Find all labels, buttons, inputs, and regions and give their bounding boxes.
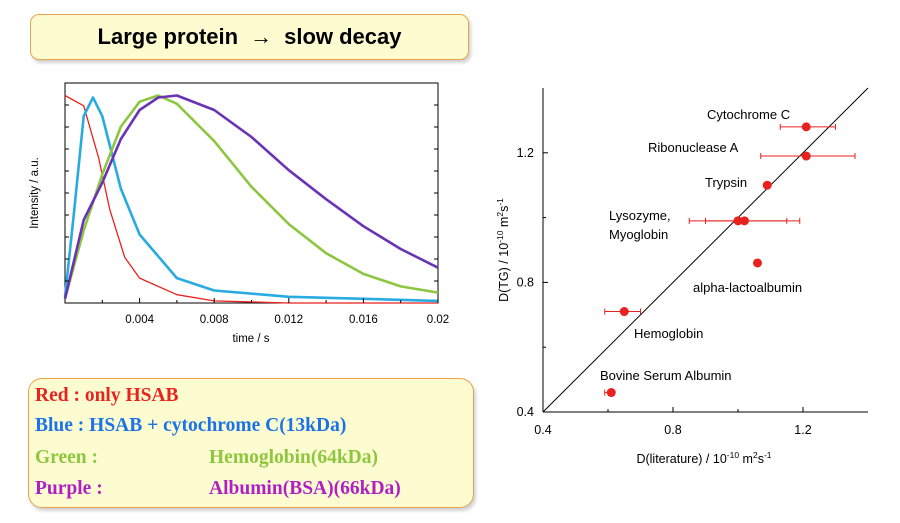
point-label: Ribonuclease A <box>648 140 739 155</box>
legend-red: Red : only HSAB <box>35 385 179 406</box>
scatter-x-tick-label: 0.8 <box>664 423 681 437</box>
decay-x-tick-label: 0.016 <box>349 314 378 326</box>
scatter-x-tick-label: 0.4 <box>534 423 551 437</box>
diffusion-scatter-chart: 0.4 0.8 1.2 0.4 0.8 1.2 Cytochrome C Ribonucle… <box>495 87 869 466</box>
scatter-point <box>619 307 629 317</box>
scatter-ticks: 0.4 0.8 1.2 0.4 0.8 1.2 <box>517 146 812 437</box>
arrow-icon: → <box>250 24 273 49</box>
decay-plot-frame <box>64 82 439 304</box>
decay-chart: 0.004 0.008 0.012 0.016 0.02 time / s Intens… <box>29 82 449 345</box>
title-banner: Large protein → slow decay <box>30 14 469 60</box>
scatter-y-tick-label: 0.8 <box>517 275 534 289</box>
scatter-diagonal-line <box>542 87 869 413</box>
decay-x-ticks: 0.004 0.008 0.012 0.016 0.02 <box>65 104 449 326</box>
decay-series-line <box>63 96 439 303</box>
decay-y-axis-label: Intensity / a.u. <box>29 157 41 229</box>
decay-x-tick-label: 0.012 <box>274 314 303 326</box>
point-label: Cytochrome C <box>707 107 790 122</box>
scatter-y-axis-label: D(TG) / 10-10 m2s-1 <box>495 198 511 302</box>
legend-purple: Purple : Albumin(BSA)(66kDa) <box>35 478 401 499</box>
scatter-point <box>801 122 811 132</box>
point-label: Myoglobin <box>609 227 668 242</box>
legend-blue: Blue : HSAB + cytochrome C(13kDa) <box>35 415 347 436</box>
scatter-point <box>801 151 811 161</box>
decay-x-tick-label: 0.008 <box>200 314 229 326</box>
title-right: slow decay <box>284 24 402 49</box>
scatter-y-tick-label: 0.4 <box>517 405 534 419</box>
point-label: Hemoglobin <box>634 326 703 341</box>
scatter-x-tick-label: 1.2 <box>794 423 811 437</box>
title-left: Large protein <box>97 24 239 49</box>
scatter-points: Cytochrome C Ribonuclease A Trypsin Lysozym… <box>600 107 856 398</box>
scatter-y-tick-label: 1.2 <box>517 146 534 160</box>
legend-box: Red : only HSAB Blue : HSAB + cytochrome… <box>28 378 474 508</box>
decay-x-axis-label: time / s <box>232 333 269 345</box>
point-label: alpha-lactoalbumin <box>693 280 802 295</box>
legend-green: Green : Hemoglobin(64kDa) <box>35 447 379 468</box>
point-label: Lysozyme, <box>609 208 671 223</box>
scatter-point <box>753 258 762 268</box>
svg-text:D(literature) / 10-10 m2s-1: D(literature) / 10-10 m2s-1 <box>636 450 771 466</box>
point-label: Trypsin <box>705 175 747 190</box>
decay-x-tick-label: 0.02 <box>427 314 449 326</box>
scatter-point <box>606 388 616 398</box>
scatter-point <box>740 216 749 226</box>
decay-x-tick-label: 0.004 <box>125 314 154 326</box>
scatter-x-axis-label: D(literature) / 10-10 m2s-1 <box>636 450 771 466</box>
decay-series-line <box>63 94 439 300</box>
point-label: Bovine Serum Albumin <box>600 368 732 383</box>
decay-series-line <box>63 94 439 300</box>
scatter-point <box>762 180 772 190</box>
svg-text:D(TG) / 10-10 m2s-1: D(TG) / 10-10 m2s-1 <box>495 198 511 302</box>
